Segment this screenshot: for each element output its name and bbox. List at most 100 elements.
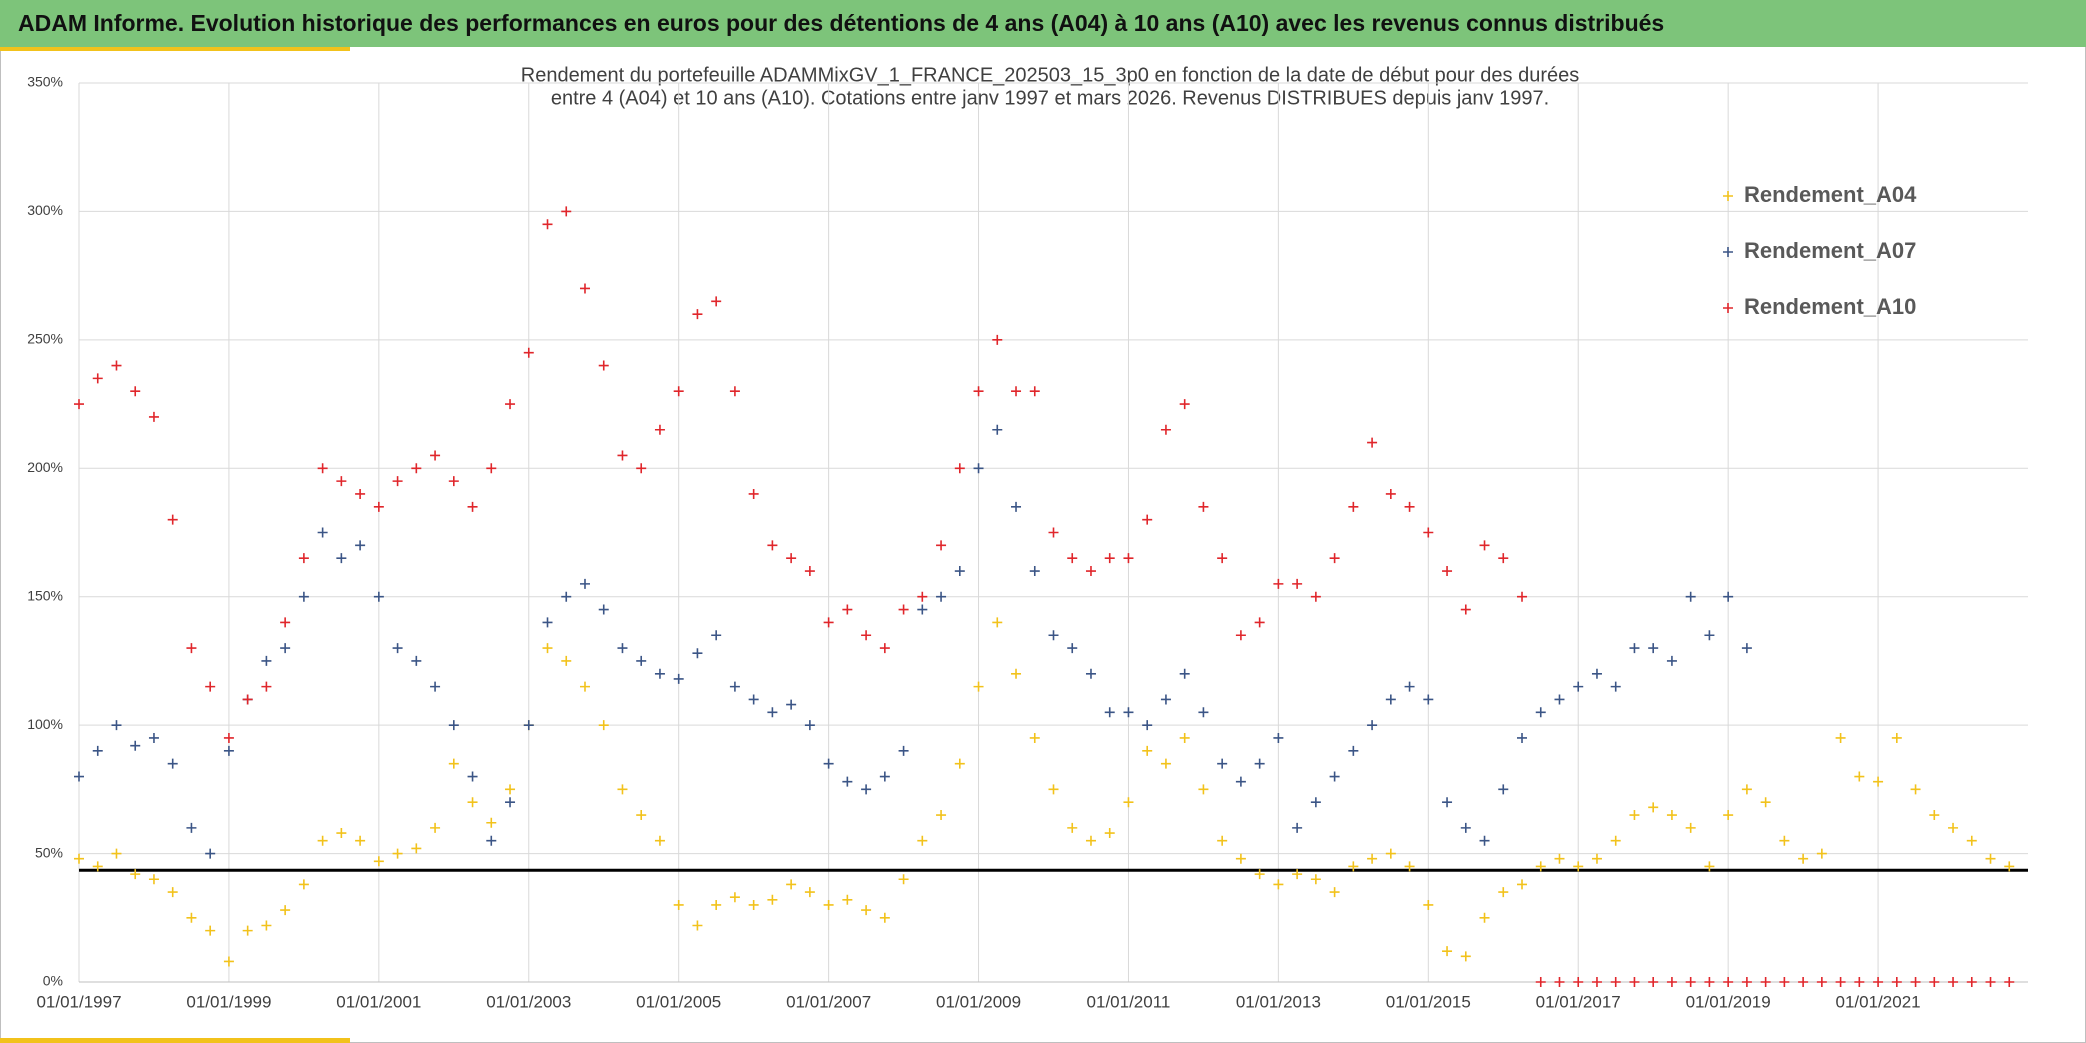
point (1835, 977, 1846, 987)
point (1535, 707, 1546, 718)
point (729, 681, 740, 692)
point (1460, 604, 1471, 615)
point (1816, 848, 1827, 859)
point (1685, 977, 1696, 987)
header-bar (0, 0, 2086, 47)
legend-label: Rendement_A07 (1744, 238, 1916, 263)
point (1535, 861, 1546, 872)
point (1085, 566, 1096, 577)
point (1723, 977, 1734, 987)
point (842, 776, 853, 787)
point (1741, 643, 1752, 654)
point (1160, 424, 1171, 435)
point (1442, 946, 1453, 957)
point (205, 925, 216, 936)
point (411, 655, 422, 666)
point (317, 527, 328, 538)
point (617, 784, 628, 795)
point (1011, 386, 1022, 397)
point (1123, 797, 1134, 808)
point (148, 411, 159, 422)
point (1835, 732, 1846, 743)
point (355, 540, 366, 551)
point (767, 707, 778, 718)
point (579, 283, 590, 294)
point (861, 784, 872, 795)
point (336, 553, 347, 564)
point (1067, 822, 1078, 833)
point (148, 874, 159, 885)
point (973, 386, 984, 397)
point (673, 673, 684, 684)
point (1048, 630, 1059, 641)
point (430, 822, 441, 833)
legend-marker (1723, 247, 1733, 257)
point (692, 648, 703, 659)
point (280, 617, 291, 628)
point (1292, 869, 1303, 880)
y-tick-label: 100% (27, 716, 63, 732)
point (936, 810, 947, 821)
y-tick-label: 350% (27, 74, 63, 90)
point (1348, 745, 1359, 756)
x-tick-label: 01/01/2017 (1536, 992, 1621, 1011)
point (1385, 488, 1396, 499)
point (1273, 879, 1284, 890)
point (467, 501, 478, 512)
point (1367, 437, 1378, 448)
point (692, 920, 703, 931)
point (1629, 643, 1640, 654)
point (992, 334, 1003, 345)
point (954, 758, 965, 769)
point (936, 540, 947, 551)
point (561, 655, 572, 666)
point (1723, 810, 1734, 821)
point (598, 720, 609, 731)
point (1610, 681, 1621, 692)
point (711, 296, 722, 307)
x-tick-label: 01/01/1997 (36, 992, 121, 1011)
point (1873, 977, 1884, 987)
point (298, 553, 309, 564)
point (261, 920, 272, 931)
point (1217, 553, 1228, 564)
point (1385, 848, 1396, 859)
point (1648, 802, 1659, 813)
point (1591, 668, 1602, 679)
point (636, 463, 647, 474)
point (861, 630, 872, 641)
point (973, 681, 984, 692)
point (748, 899, 759, 910)
point (1292, 822, 1303, 833)
point (1498, 553, 1509, 564)
x-tick-label: 01/01/2019 (1686, 992, 1771, 1011)
point (1741, 977, 1752, 987)
point (1704, 861, 1715, 872)
point (74, 853, 84, 864)
point (1798, 853, 1809, 864)
point (1760, 977, 1771, 987)
point (1273, 578, 1284, 589)
point (1310, 797, 1321, 808)
point (148, 732, 159, 743)
point (729, 892, 740, 903)
point (1873, 776, 1884, 787)
point (430, 681, 441, 692)
point (1910, 784, 1921, 795)
point (1404, 501, 1415, 512)
point (598, 360, 609, 371)
point (898, 745, 909, 756)
point (167, 514, 178, 525)
point (1854, 771, 1865, 782)
point (617, 643, 628, 654)
x-tick-label: 01/01/2015 (1386, 992, 1471, 1011)
point (1948, 977, 1959, 987)
point (1891, 732, 1902, 743)
point (1329, 553, 1340, 564)
point (1198, 501, 1209, 512)
point (373, 591, 384, 602)
point (317, 463, 328, 474)
point (1929, 810, 1940, 821)
point (486, 463, 497, 474)
